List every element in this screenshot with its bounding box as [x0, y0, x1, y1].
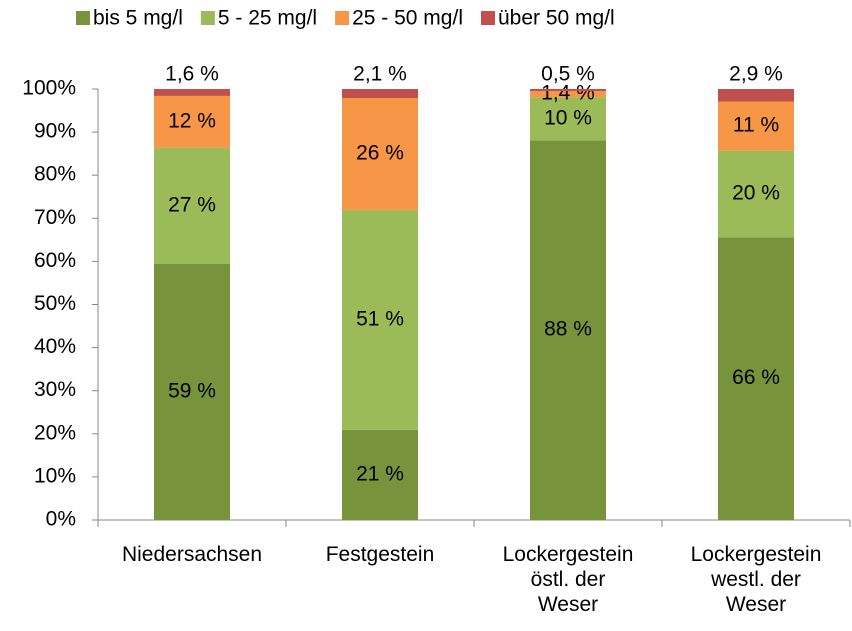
- y-tick-label: 50%: [34, 292, 76, 315]
- data-label: 2,1 %: [353, 63, 407, 86]
- data-label: 11 %: [733, 114, 779, 137]
- bar-segment: [718, 150, 794, 238]
- bar-segment: [154, 95, 230, 148]
- y-tick-label: 70%: [34, 206, 76, 229]
- legend-label: über 50 mg/l: [498, 7, 615, 30]
- data-label: 59 %: [168, 380, 216, 403]
- y-tick-label: 0%: [46, 508, 76, 531]
- legend-swatch: [76, 11, 90, 25]
- legend-label: 25 - 50 mg/l: [352, 7, 463, 30]
- bar-segment: [530, 89, 606, 92]
- legend-label: 5 - 25 mg/l: [218, 7, 317, 30]
- y-tick-label: 20%: [34, 421, 76, 444]
- data-label: 51 %: [356, 308, 404, 331]
- y-tick-label: 10%: [34, 464, 76, 487]
- bar-segment: [154, 263, 230, 520]
- bar-segment: [154, 89, 230, 96]
- y-tick-label: 100%: [22, 77, 76, 100]
- data-label: 0,5 %: [541, 63, 595, 86]
- x-tick-label: Lockergestein westl. der Weser: [690, 543, 822, 616]
- y-tick-label: 80%: [34, 163, 76, 186]
- data-label: 12 %: [168, 109, 216, 132]
- x-tick-label: Festgestein: [325, 543, 435, 566]
- bar-segment: [718, 237, 794, 520]
- data-label: 1,6 %: [165, 63, 219, 86]
- legend-swatch: [335, 11, 350, 25]
- bar-segment: [530, 91, 606, 98]
- data-label: 10 %: [544, 106, 592, 129]
- y-tick-label: 90%: [34, 120, 76, 143]
- data-label: 2,9 %: [729, 63, 783, 86]
- data-label: 20 %: [732, 181, 780, 204]
- bar-segment: [718, 89, 794, 102]
- y-tick-label: 30%: [34, 378, 76, 401]
- legend-swatch: [200, 11, 215, 25]
- data-label: 27 %: [168, 193, 216, 216]
- data-label: 66 %: [732, 366, 780, 389]
- bar-segment: [530, 140, 606, 520]
- bar-segment: [342, 98, 418, 211]
- x-tick-label: Niedersachsen: [121, 543, 263, 566]
- data-label: 88 %: [544, 318, 592, 341]
- bar-segment: [342, 210, 418, 430]
- bar-segment: [342, 89, 418, 99]
- y-tick-label: 40%: [34, 335, 76, 358]
- bar-segment: [342, 429, 418, 520]
- data-label: 21 %: [356, 463, 404, 486]
- x-tick-label: Lockergestein östl. der Weser: [502, 543, 634, 616]
- legend-swatch: [480, 11, 495, 25]
- bar-segment: [154, 147, 230, 264]
- legend-label: bis 5 mg/l: [93, 7, 183, 30]
- bar-segment: [718, 101, 794, 151]
- y-tick-label: 60%: [34, 249, 76, 272]
- data-label: 1,4 %: [541, 82, 595, 105]
- bar-segment: [530, 97, 606, 141]
- data-label: 26 %: [356, 142, 404, 165]
